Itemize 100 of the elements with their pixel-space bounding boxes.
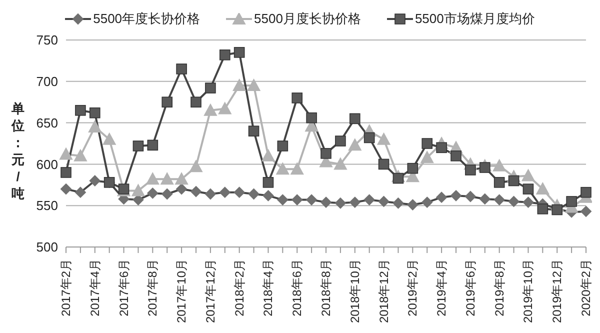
y-tick-label: 750 [36,32,58,48]
point [436,142,447,154]
point [60,167,72,178]
point [277,194,288,206]
point [147,188,158,199]
point [190,160,202,172]
y-axis-title: 单位：元/吨 [10,100,26,202]
x-tick-label: 2018年4月 [261,259,276,316]
point [176,64,187,74]
point [580,206,592,217]
x-tick-label: 2017年10月 [174,259,189,324]
point [479,193,490,204]
point [290,162,304,175]
point [248,188,260,200]
point [292,194,303,206]
point [348,138,362,151]
point [205,82,216,94]
y-tick-label: 500 [36,240,58,255]
x-tick-label: 2017年8月 [146,259,160,316]
point [146,172,160,185]
point [162,96,173,108]
point [436,192,448,203]
point [218,102,232,114]
point [248,126,260,136]
point [320,148,332,159]
x-tick-label: 2019年8月 [492,259,506,316]
legend-label: 5500月度长协价格 [254,10,361,28]
x-tick-label: 2017年12月 [203,259,218,324]
x-tick-label: 2017年6月 [116,259,131,316]
point [262,190,274,202]
point [132,140,144,152]
point [420,151,434,164]
point [102,132,116,145]
point [277,140,288,152]
x-tick-label: 2019年2月 [406,259,420,316]
point [536,182,550,195]
point [75,104,86,116]
point [88,120,102,132]
point [522,169,535,182]
x-tick-label: 2018年8月 [319,259,333,316]
y-tick-label: 650 [36,115,58,130]
point [190,96,202,108]
point [234,186,245,198]
point [378,158,390,170]
legend-label: 5500年度长协价格 [93,10,200,28]
point [392,172,404,184]
point [465,164,476,176]
legend-label: 5500市场煤月度均价 [414,10,535,28]
y-tick-label: 600 [36,156,58,172]
point [537,204,548,214]
point [162,188,173,200]
x-tick-label: 2018年6月 [290,259,304,316]
point [219,50,230,60]
point [320,196,332,208]
point [392,198,404,209]
point [60,184,72,195]
point [89,107,100,118]
point [580,186,592,198]
point [160,172,174,185]
point [566,196,577,207]
point [422,196,433,208]
y-tick-label: 550 [36,198,58,214]
point [364,132,375,144]
point [190,186,202,198]
x-tick-label: 2018年12月 [376,259,391,324]
x-tick-label: 2017年2月 [59,259,73,316]
point [508,175,520,186]
point [377,132,390,145]
point [522,196,534,208]
point [407,162,418,174]
point [292,92,303,104]
point [364,194,375,206]
point [494,177,505,188]
point [494,194,505,206]
point [479,162,490,173]
x-tick-label: 2019年12月 [550,259,564,324]
point [262,177,274,188]
point [276,162,290,175]
point [175,172,188,185]
point [349,113,360,124]
point [334,198,346,209]
point [204,104,217,116]
point [262,149,275,162]
x-tick-label: 2020年2月 [579,259,593,316]
point [89,175,100,186]
point [450,190,462,202]
point [349,196,360,208]
point [422,138,433,149]
point [232,79,246,92]
y-tick-label: 700 [36,74,58,90]
point [306,112,317,124]
point [176,184,188,195]
point [74,149,87,162]
point [492,159,506,172]
point [132,184,145,196]
point [334,158,347,170]
x-tick-label: 2018年10月 [348,259,362,324]
x-tick-label: 2019年4月 [434,259,449,316]
point [60,148,72,160]
point [306,194,318,206]
